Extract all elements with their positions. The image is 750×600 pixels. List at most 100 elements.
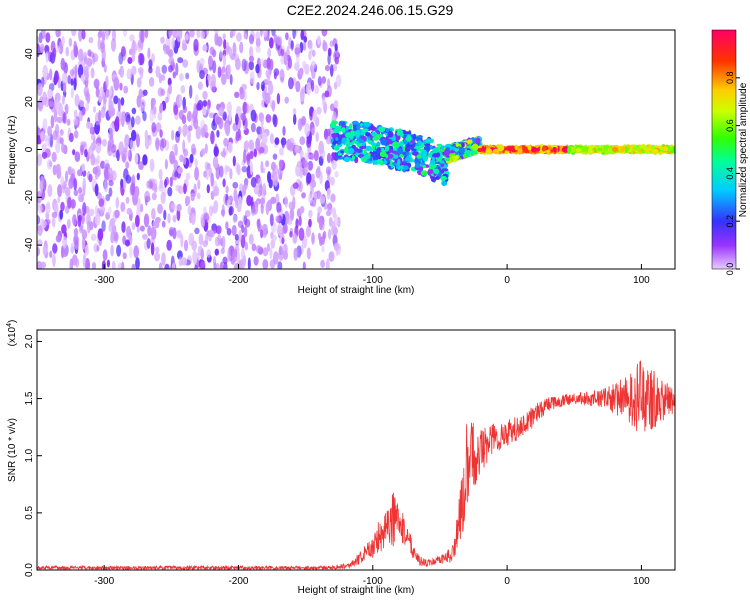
heatmap-cell [404, 146, 410, 152]
heatmap-cell [364, 145, 372, 151]
y-tick-label: 0 [24, 146, 35, 152]
heatmap-cell [215, 263, 220, 269]
heatmap-cell [136, 77, 142, 88]
heatmap-cell [268, 37, 274, 49]
heatmap-cell [37, 154, 42, 166]
heatmap-cell [265, 160, 270, 168]
heatmap-cell [94, 212, 101, 226]
heatmap-cell [181, 39, 186, 51]
heatmap-cell [161, 64, 168, 74]
heatmap-cell [311, 79, 315, 92]
heatmap-cell [223, 39, 227, 50]
heatmap-cell [146, 238, 151, 249]
heatmap-cell [331, 159, 337, 170]
heatmap-cell [422, 155, 428, 162]
heatmap-cell [205, 30, 209, 36]
colorbar-label: Normalized spectral amplitude [738, 82, 749, 217]
heatmap-cell [196, 192, 201, 200]
heatmap-cell [209, 46, 215, 56]
heatmap-cell [248, 34, 255, 45]
heatmap-cell [269, 133, 275, 144]
x-tick-label: -300 [94, 275, 114, 286]
heatmap-cell [117, 97, 121, 112]
heatmap-cell [403, 165, 409, 170]
heatmap-cell [93, 78, 100, 89]
heatmap-cell [88, 51, 95, 58]
heatmap-cell [380, 138, 387, 146]
heatmap-cell [455, 142, 460, 147]
heatmap-cell [410, 139, 415, 144]
heatmap-cell [90, 134, 96, 141]
heatmap-cell [206, 184, 210, 194]
heatmap-cell [450, 146, 456, 150]
heatmap-cell [283, 52, 288, 66]
heatmap-cell [41, 151, 48, 159]
heatmap-cell [286, 216, 293, 225]
heatmap-cell [74, 151, 81, 162]
heatmap-cell [226, 228, 232, 236]
heatmap-cell [259, 58, 265, 66]
heatmap-cell [168, 226, 175, 237]
heatmap-cell [232, 42, 237, 57]
heatmap-cell [319, 195, 326, 205]
heatmap-cell [328, 228, 332, 240]
heatmap-cell [301, 192, 306, 199]
heatmap-cell [620, 146, 625, 152]
heatmap-cell [130, 176, 135, 184]
heatmap-cell [276, 93, 281, 105]
heatmap-cell [38, 32, 43, 44]
heatmap-cell [322, 41, 328, 52]
heatmap-cell [301, 115, 307, 126]
heatmap-cell [136, 226, 140, 233]
heatmap-cell [224, 164, 228, 176]
heatmap-cell [317, 76, 322, 86]
heatmap-cell [182, 124, 188, 137]
heatmap-cell [120, 201, 126, 212]
heatmap-cell [642, 146, 647, 151]
heatmap-cell [157, 112, 163, 121]
heatmap-cell [187, 129, 192, 143]
heatmap-cell [66, 118, 71, 126]
heatmap-cell [431, 156, 435, 161]
heatmap-cell [292, 107, 297, 117]
heatmap-cell [334, 56, 339, 65]
heatmap-cell [443, 150, 450, 157]
heatmap-cell [51, 216, 56, 228]
snr-x-label: Height of straight line (km) [298, 585, 415, 596]
colorbar-tick-label: 0.8 [725, 72, 735, 85]
heatmap-cell [256, 82, 260, 91]
heatmap-cell [67, 166, 72, 176]
heatmap-cell [158, 73, 163, 84]
heatmap-cell [351, 120, 359, 125]
snr-frame [36, 329, 676, 571]
heatmap-cell [214, 30, 219, 34]
heatmap-cell [185, 33, 189, 41]
heatmap-cell [243, 226, 248, 238]
heatmap-cell [131, 263, 136, 269]
heatmap-cell [56, 116, 63, 124]
heatmap-cell [225, 221, 229, 231]
heatmap-cell [133, 245, 139, 259]
heatmap-cell [199, 259, 205, 269]
heatmap-cell [82, 253, 87, 268]
heatmap-cell [527, 145, 532, 150]
heatmap-cell [244, 218, 251, 228]
heatmap-cell [280, 137, 287, 146]
heatmap-cell [154, 246, 160, 254]
heatmap-cell [53, 202, 59, 215]
heatmap-cell [59, 129, 64, 136]
heatmap-cell [142, 89, 148, 96]
heatmap-cell [360, 131, 366, 136]
heatmap-cell [505, 147, 511, 151]
heatmap-cell [288, 77, 294, 90]
heatmap-cell [341, 137, 347, 144]
heatmap-cell [242, 101, 248, 115]
heatmap-cell [118, 69, 123, 76]
heatmap-cell [150, 242, 155, 256]
heatmap-cell [171, 144, 178, 152]
heatmap-cell [416, 154, 422, 159]
spectrogram-cells [37, 30, 675, 269]
heatmap-cell [420, 162, 426, 166]
heatmap-cell [645, 147, 652, 152]
heatmap-cell [194, 227, 200, 235]
